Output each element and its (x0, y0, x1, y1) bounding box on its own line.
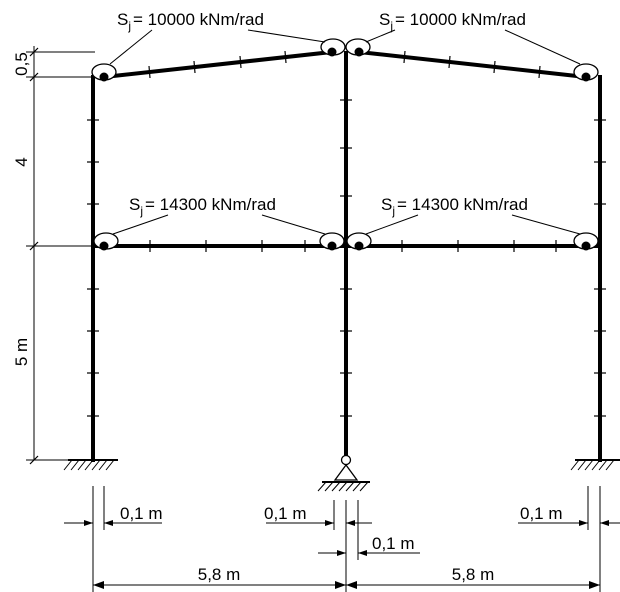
sj-symbol: S (117, 10, 128, 29)
svg-text:Sj= 14300 kNm/rad: Sj = 14300 kNm/rad (129, 195, 276, 218)
label-roof-left: Sj = 10000 kNm/rad (109, 10, 326, 65)
dim-upper-height: 4 (12, 157, 31, 166)
offset-dimensions: 0,1 m 0,1 m 0,1 m 0,1 m (64, 486, 620, 592)
svg-text:Sj= 10000 kNm/rad: Sj = 10000 kNm/rad (379, 10, 526, 33)
dim-span-left: 5,8 m (198, 565, 241, 584)
sj-value: = 10000 kNm/rad (133, 10, 264, 29)
member-ticks (87, 50, 606, 417)
sj-value: = 14300 kNm/rad (145, 195, 276, 214)
dim-roof-rise: 0,5 (12, 52, 31, 76)
label-floor-left: Sj = 14300 kNm/rad (112, 195, 326, 235)
span-dimensions: 5,8 m 5,8 m (93, 565, 600, 589)
sj-subscript: j (389, 19, 393, 33)
dim-lower-height: 5 m (12, 338, 31, 366)
label-roof-right: Sj = 10000 kNm/rad (365, 10, 581, 65)
fixed-support-left (63, 459, 118, 471)
sj-value: = 14300 kNm/rad (397, 195, 528, 214)
roof-rafter-left (101, 49, 335, 80)
dim-offset-right: 0,1 m (520, 504, 563, 523)
svg-text:Sj= 14300 kNm/rad: Sj = 14300 kNm/rad (381, 195, 528, 218)
frame-members (91, 49, 602, 462)
vertical-dimension: 0,5 4 5 m (12, 46, 95, 465)
sj-value: = 10000 kNm/rad (395, 10, 526, 29)
svg-text:Sj= 10000 kNm/rad: Sj = 10000 kNm/rad (117, 10, 264, 33)
label-floor-right: Sj = 14300 kNm/rad (365, 195, 581, 235)
sj-symbol: S (379, 10, 390, 29)
sj-subscript: j (139, 204, 143, 218)
roof-rafter-right (356, 49, 589, 80)
fixed-support-right (570, 459, 620, 471)
dim-offset-left: 0,1 m (120, 504, 163, 523)
sj-symbol: S (129, 195, 140, 214)
dim-offset-middle-top: 0,1 m (264, 504, 307, 523)
sj-subscript: j (127, 19, 131, 33)
pinned-support-middle (317, 454, 370, 492)
dim-offset-middle-bottom: 0,1 m (372, 534, 415, 553)
sj-symbol: S (381, 195, 392, 214)
joint-dots (99, 47, 591, 251)
sj-subscript: j (391, 204, 395, 218)
dim-span-right: 5,8 m (452, 565, 495, 584)
